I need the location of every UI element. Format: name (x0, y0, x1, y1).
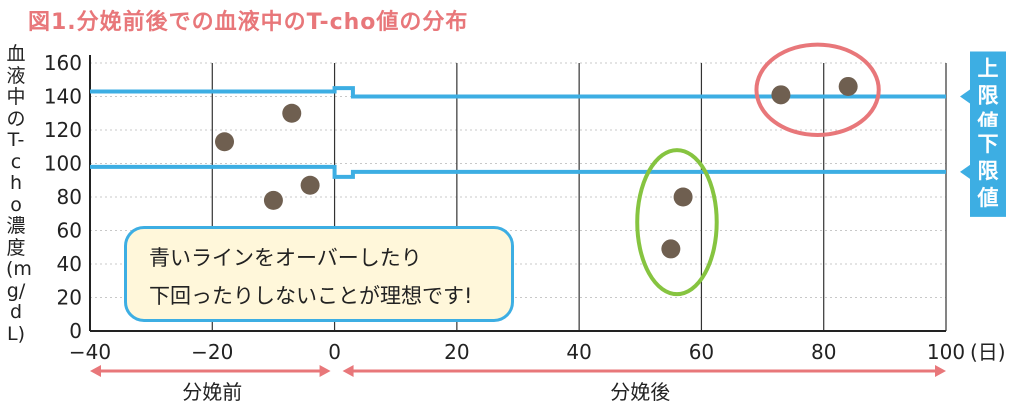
data-point-0 (215, 132, 235, 152)
note-line-1: 青いラインをオーバーしたり (149, 246, 422, 270)
x-unit-label: (日) (970, 340, 1006, 364)
reference-label-1-char-2: 値 (977, 186, 999, 210)
period-arrow-right-head-0 (319, 365, 331, 377)
period-arrow-left-head-1 (342, 365, 354, 377)
y-axis-label: 血液中のT-cho濃度(mg/dL) (6, 43, 32, 345)
y-tick-label-4: 80 (57, 185, 82, 209)
data-point-5 (673, 187, 693, 207)
data-point-3 (300, 175, 320, 195)
period-arrow-right-head-1 (935, 365, 946, 377)
reference-label-0-char-0: 上 (978, 57, 999, 81)
x-tick-label-2: 0 (328, 340, 341, 364)
data-point-2 (263, 190, 283, 210)
y-tick-label-0: 0 (69, 319, 82, 343)
y-tick-label-8: 160 (44, 51, 82, 75)
x-tick-label-6: 80 (811, 340, 836, 364)
reference-line-1 (90, 164, 946, 179)
data-point-4 (661, 239, 681, 259)
x-tick-label-4: 40 (566, 340, 591, 364)
period-label-0: 分娩前 (182, 380, 242, 404)
highlight-ellipse-1 (635, 148, 719, 297)
y-tick-label-1: 20 (57, 286, 82, 310)
x-tick-label-3: 20 (444, 340, 469, 364)
reference-tag-pointer-0 (960, 89, 970, 104)
reference-label-1-char-1: 限 (978, 159, 999, 183)
y-tick-label-7: 140 (44, 85, 82, 109)
period-label-1: 分娩後 (610, 380, 670, 404)
note-line-2: 下回ったりしないことが理想です! (149, 284, 473, 308)
reference-tag-1 (970, 126, 1006, 217)
x-tick-label-7: 100 (927, 340, 965, 364)
reference-tag-pointer-1 (960, 164, 970, 179)
y-tick-label-5: 100 (44, 152, 82, 176)
period-arrow-left-head-0 (90, 365, 101, 377)
y-tick-label-6: 120 (44, 118, 82, 142)
x-tick-label-5: 60 (689, 340, 714, 364)
highlight-ellipse-0 (754, 42, 881, 138)
chart-title: 図1.分娩前後での血液中のT-cho値の分布 (28, 10, 469, 35)
note-box: 青いラインをオーバーしたり 下回ったりしないことが理想です! (124, 226, 514, 322)
x-tick-label-0: −40 (69, 340, 111, 364)
y-tick-label-2: 40 (57, 252, 82, 276)
reference-line-0 (90, 86, 946, 99)
reference-tag-0 (970, 51, 1006, 142)
reference-label-1-char-0: 下 (978, 132, 999, 156)
y-tick-label-3: 60 (57, 219, 82, 243)
data-point-7 (838, 76, 858, 96)
data-point-6 (771, 85, 791, 105)
x-tick-label-1: −20 (191, 340, 233, 364)
data-point-1 (282, 103, 302, 123)
reference-label-0-char-1: 限 (978, 84, 999, 108)
